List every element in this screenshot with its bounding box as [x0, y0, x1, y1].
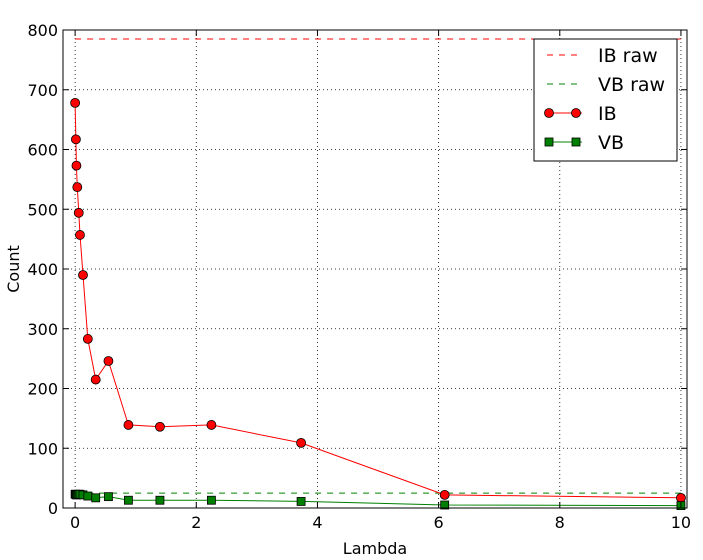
- legend-marker-vb: [571, 137, 581, 147]
- series-ib-point: [103, 356, 114, 366]
- x-tick-label: 6: [434, 513, 444, 532]
- series-ib-point: [82, 334, 93, 344]
- series-ib-point: [155, 421, 165, 432]
- x-tick-label: 4: [312, 513, 322, 532]
- legend: IB raw VB raw IB VB: [533, 38, 678, 162]
- series-ib-point: [78, 270, 88, 280]
- series-ib-point: [70, 97, 81, 108]
- x-axis-label: Lambda: [343, 539, 407, 558]
- legend-marker-ib: [544, 108, 554, 118]
- series-ib-point: [71, 160, 82, 171]
- series-ib-point: [90, 374, 101, 385]
- y-tick-label: 300: [27, 320, 58, 339]
- x-tick-label: 0: [70, 513, 80, 532]
- y-tick-label: 200: [27, 380, 58, 399]
- series-vb-point: [207, 495, 216, 505]
- legend-label-ib-raw: IB raw: [598, 45, 658, 67]
- series-vb-point: [155, 495, 165, 505]
- legend-marker-ib: [571, 108, 581, 118]
- series-ib-point: [71, 134, 81, 145]
- x-tick-label: 2: [191, 513, 201, 532]
- legend-box: [533, 38, 678, 162]
- series-ib-point: [296, 437, 306, 448]
- y-axis-label: Count: [4, 245, 23, 293]
- legend-label-vb-raw: VB raw: [598, 74, 665, 96]
- series-ib-point: [123, 420, 134, 430]
- series-vb-point: [83, 491, 93, 501]
- series-ib-line: [74, 102, 681, 499]
- series-ib-point: [439, 489, 450, 500]
- y-tick-label: 800: [27, 21, 58, 40]
- series-ib-point: [206, 420, 217, 430]
- series-vb-line: [75, 493, 681, 507]
- series-ib-point: [73, 207, 84, 218]
- series-ib-point: [75, 230, 85, 240]
- y-tick-label: 400: [27, 260, 58, 279]
- legend-label-ib: IB: [598, 103, 617, 125]
- x-tick-label: 10: [671, 513, 691, 532]
- series-vb-point: [124, 495, 133, 505]
- y-tick-label: 500: [27, 200, 58, 219]
- y-tick-label: 700: [27, 81, 58, 100]
- series-ib-point: [676, 492, 686, 503]
- y-tick-label: 100: [27, 439, 58, 458]
- legend-marker-vb: [544, 137, 554, 147]
- x-tick-label: 8: [555, 513, 565, 532]
- series-vb-point: [440, 500, 450, 510]
- series-vb-point: [91, 493, 101, 503]
- y-tick-label: 0: [48, 499, 58, 518]
- series-ib-point: [72, 182, 83, 193]
- series-vb-point: [296, 497, 306, 506]
- y-tick-label: 600: [27, 141, 58, 160]
- legend-label-vb: VB: [598, 132, 624, 154]
- series-vb-point: [104, 492, 113, 502]
